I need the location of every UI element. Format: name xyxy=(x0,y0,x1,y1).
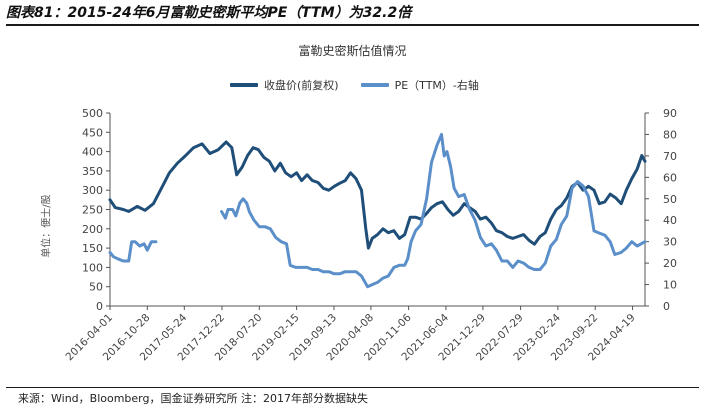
y-right-tick-label: 40 xyxy=(663,214,677,227)
y-left-tick-label: 300 xyxy=(82,184,103,197)
y-left-tick-label: 400 xyxy=(82,146,103,159)
y-right-tick-label: 50 xyxy=(663,193,677,206)
y-right-tick-label: 80 xyxy=(663,128,677,141)
legend-item-pe: PE（TTM）-右轴 xyxy=(360,77,479,93)
y-left-tick-label: 500 xyxy=(82,107,103,120)
title-divider xyxy=(6,24,699,26)
y-left-tick-label: 350 xyxy=(82,165,103,178)
y-right-tick-label: 60 xyxy=(663,171,677,184)
footer-divider xyxy=(6,387,699,388)
y-left-tick-label: 50 xyxy=(89,281,103,294)
series-line-price xyxy=(108,140,647,250)
source-footnote: 来源：Wind，Bloomberg，国金证券研究所 注：2017年部分数据缺失 xyxy=(18,392,368,405)
y-right-tick-label: 10 xyxy=(663,279,677,292)
legend-label-price: 收盘价(前复权) xyxy=(264,79,339,92)
y-left-tick-label: 0 xyxy=(96,300,103,313)
chart-legend: 收盘价(前复权) PE（TTM）-右轴 xyxy=(230,77,501,93)
y-left-tick-label: 450 xyxy=(82,126,103,139)
legend-label-pe: PE（TTM）-右轴 xyxy=(394,79,479,92)
figure-title: 图表81：2015-24年6月富勒史密斯平均PE（TTM）为32.2倍 xyxy=(6,5,412,21)
legend-swatch-pe xyxy=(360,83,389,87)
y-right-tick-label: 20 xyxy=(663,257,677,270)
chart-title: 富勒史密斯估值情况 xyxy=(298,44,407,58)
y-right-tick-label: 30 xyxy=(663,236,677,249)
y-left-tick-label: 200 xyxy=(82,223,103,236)
y-left-tick-label: 150 xyxy=(82,242,103,255)
legend-swatch-price xyxy=(230,83,258,87)
y-left-tick-label: 250 xyxy=(82,204,103,217)
legend-item-price: 收盘价(前复权) xyxy=(230,77,339,93)
y-right-tick-label: 90 xyxy=(663,107,677,120)
y-left-tick-label: 100 xyxy=(82,261,103,274)
y-right-tick-label: 70 xyxy=(663,150,677,163)
y-right-tick-label: 0 xyxy=(663,300,670,313)
series-line-pe xyxy=(108,132,647,289)
